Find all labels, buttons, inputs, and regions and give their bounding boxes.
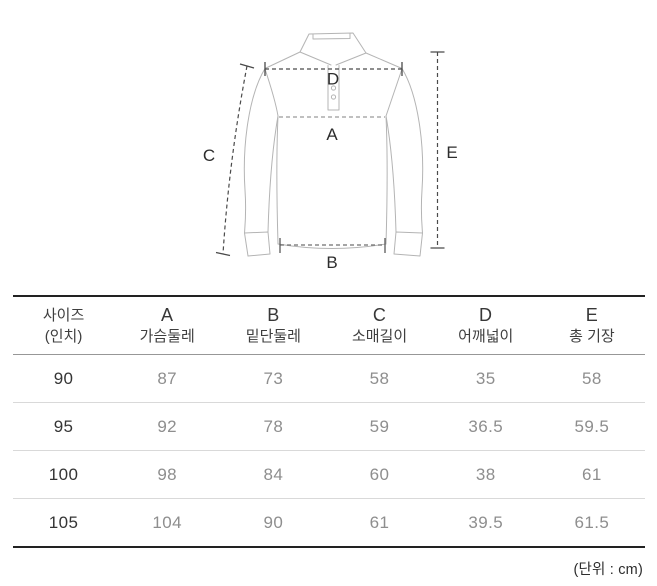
header-letter: E — [585, 305, 599, 325]
header-name: 어깨넓이 — [458, 328, 514, 345]
collar-left-lapel — [299, 51, 332, 66]
right-sleeve-outer — [401, 68, 424, 234]
header-letter: D — [479, 305, 493, 325]
left-armhole-seam — [264, 68, 279, 117]
size-table: 사이즈 (인치) A 가슴둘레 B 밑단둘레 C 소매길이 D 어깨넓이 — [13, 295, 645, 548]
measurement-c-sleeve-length: C — [203, 63, 255, 257]
size-table-section: 사이즈 (인치) A 가슴둘레 B 밑단둘레 C 소매길이 D 어깨넓이 — [13, 295, 645, 548]
right-sleeve-inner — [385, 115, 397, 233]
table-row: 105 104 90 61 39.5 61.5 — [13, 499, 645, 548]
measurement-d-shoulder-width: D — [264, 62, 403, 89]
collar-outline — [299, 32, 367, 54]
header-name: 가슴둘레 — [139, 328, 195, 345]
value-cell: 98 — [114, 450, 221, 499]
measurement-label-d: D — [327, 70, 339, 89]
garment-measurement-diagram: D A B C E — [203, 32, 458, 272]
measurement-tick — [279, 238, 386, 253]
value-cell: 60 — [326, 450, 433, 499]
placket — [327, 65, 340, 111]
value-cell: 35 — [432, 354, 539, 403]
header-name: 밑단둘레 — [245, 328, 301, 345]
value-cell: 73 — [220, 354, 327, 403]
value-cell: 38 — [432, 450, 539, 499]
size-cell: 90 — [13, 354, 115, 403]
value-cell: 84 — [220, 450, 327, 499]
button — [330, 94, 337, 100]
table-row: 90 87 73 58 35 58 — [13, 354, 645, 403]
table-row: 100 98 84 60 38 61 — [13, 450, 645, 499]
right-cuff — [393, 231, 423, 257]
value-cell: 39.5 — [468, 512, 504, 532]
value-cell: 61.5 — [574, 512, 610, 532]
header-letter: A — [161, 305, 174, 325]
measurement-tick — [430, 51, 445, 249]
measurement-e-total-length: E — [430, 51, 458, 249]
measurement-b-hem: B — [279, 238, 386, 272]
header-col-d: D 어깨넓이 — [432, 296, 539, 355]
left-sleeve-inner — [267, 115, 279, 233]
measurement-label-e: E — [446, 143, 457, 162]
header-name: 소매길이 — [351, 328, 408, 345]
polo-shirt-diagram: D A B C E — [203, 32, 458, 272]
measurement-label-b: B — [326, 253, 337, 272]
header-name: 총 기장 — [569, 328, 615, 345]
header-col-a: A 가슴둘레 — [114, 296, 221, 355]
measurement-label-a: A — [326, 125, 338, 144]
button — [330, 85, 337, 91]
value-cell: 59.5 — [538, 402, 645, 451]
value-cell: 59 — [326, 402, 433, 451]
value-cell: 61 — [538, 450, 645, 499]
value-cell: 78 — [220, 402, 327, 451]
size-cell: 105 — [48, 512, 79, 532]
value-cell: 58 — [326, 354, 433, 403]
header-letter: B — [267, 305, 280, 325]
unit-note: (단위 : cm) — [573, 562, 643, 578]
header-col-c: C 소매길이 — [326, 296, 433, 355]
measurement-tick — [215, 63, 255, 257]
measurement-line-c — [222, 65, 248, 255]
table-header-row: 사이즈 (인치) A 가슴둘레 B 밑단둘레 C 소매길이 D 어깨넓이 — [13, 296, 645, 355]
hem-line — [277, 243, 387, 249]
value-cell: 61 — [369, 512, 390, 532]
left-shoulder-seam — [264, 51, 301, 69]
value-cell: 90 — [263, 512, 284, 532]
header-col-b: B 밑단둘레 — [220, 296, 327, 355]
left-cuff — [244, 231, 271, 257]
size-cell: 95 — [13, 402, 115, 451]
header-size-line1: 사이즈 — [42, 306, 85, 324]
collar-band-line — [312, 33, 351, 40]
header-size: 사이즈 (인치) — [13, 296, 115, 355]
right-shoulder-seam — [365, 52, 403, 69]
right-armhole-seam — [385, 68, 403, 117]
measurement-a-chest: A — [279, 116, 385, 144]
measurement-tick — [264, 62, 403, 76]
left-sleeve-outer — [243, 68, 266, 234]
value-cell: 92 — [114, 402, 221, 451]
value-cell: 87 — [114, 354, 221, 403]
size-cell: 100 — [13, 450, 115, 499]
header-col-e: E 총 기장 — [538, 296, 645, 355]
collar-right-lapel — [335, 52, 367, 66]
value-cell: 36.5 — [432, 402, 539, 451]
value-cell: 104 — [152, 512, 182, 532]
header-size-line2: (인치) — [44, 327, 83, 345]
shirt-outline — [243, 32, 424, 257]
value-cell: 58 — [538, 354, 645, 403]
measurement-label-c: C — [203, 146, 215, 165]
header-letter: C — [372, 305, 387, 325]
body-right-side — [385, 115, 388, 245]
table-row: 95 92 78 59 36.5 59.5 — [13, 402, 645, 451]
body-left-side — [276, 115, 279, 245]
